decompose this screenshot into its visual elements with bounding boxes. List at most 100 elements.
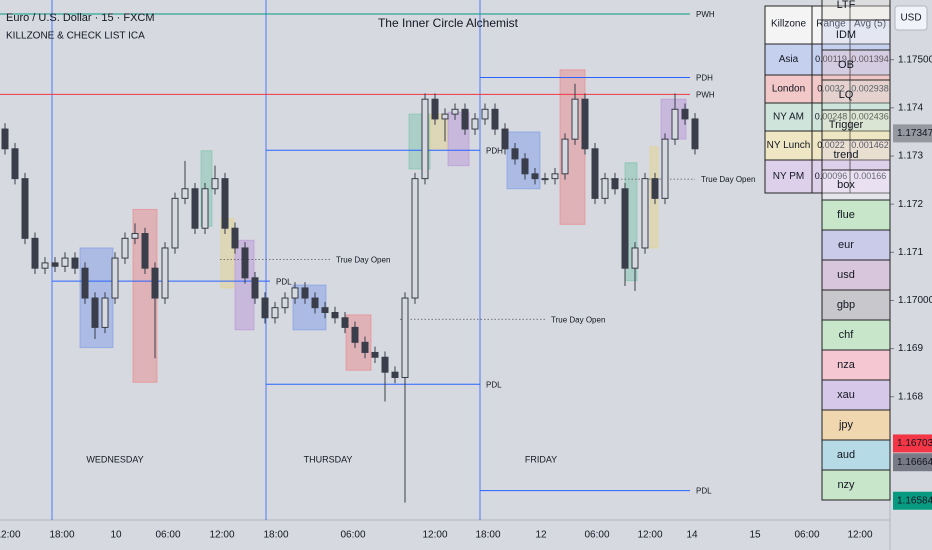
level-label: PDL	[276, 277, 292, 286]
checklist-label: nzy	[837, 479, 855, 491]
y-tick-label: 1.171	[898, 247, 923, 258]
x-tick-label: 12:00	[0, 530, 21, 541]
candle-body	[331, 311, 339, 319]
candle-body	[551, 173, 559, 180]
candle-body	[131, 233, 139, 239]
table-value: London	[772, 84, 805, 95]
table-cell	[811, 43, 851, 76]
level-label: True Day Open	[701, 175, 755, 184]
table-header: Killzone	[771, 19, 806, 30]
candle-body	[101, 297, 109, 328]
x-tick-label: 18:00	[49, 530, 74, 541]
candle-body	[241, 247, 249, 279]
checklist-label: nza	[837, 359, 856, 371]
candle-body	[71, 257, 79, 269]
checklist-cell	[821, 139, 891, 171]
y-tick-label: 1.17500	[898, 54, 932, 65]
candle-body	[341, 317, 349, 328]
candle-body	[231, 227, 239, 249]
checklist-cell	[821, 439, 891, 471]
candle-body	[591, 148, 599, 199]
checklist-label: chf	[839, 329, 855, 341]
checklist-label: gbp	[837, 299, 855, 311]
x-tick-label: 18:00	[475, 530, 500, 541]
candle-body	[471, 118, 479, 130]
y-tick-label: 1.17000	[898, 295, 932, 306]
day-label: WEDNESDAY	[86, 454, 143, 464]
candle-body	[391, 371, 399, 378]
candle-body	[661, 138, 669, 199]
candle-body	[91, 297, 99, 328]
candle-body	[171, 197, 179, 249]
x-tick-label: 12	[535, 530, 547, 541]
checklist-label: eur	[838, 239, 854, 251]
checklist-cell	[821, 259, 891, 291]
price-badge	[893, 124, 932, 143]
y-tick-label: 1.168	[898, 391, 923, 402]
level-label: PDH	[486, 146, 503, 155]
candle-body	[371, 351, 379, 358]
table-value: 0.002938	[851, 83, 889, 93]
y-tick-label: 1.172	[898, 199, 923, 210]
table-cell	[764, 43, 813, 76]
checklist-label: trend	[833, 149, 858, 161]
price-badge-label: 1.16584	[897, 495, 932, 506]
candle-body	[11, 148, 19, 180]
checklist-label: box	[837, 179, 855, 191]
checklist-cell	[821, 0, 891, 21]
checklist-cell	[821, 229, 891, 261]
level-label: PDL	[696, 487, 712, 496]
currency[interactable]: USD	[900, 13, 921, 24]
table-value: 0.0022	[817, 140, 845, 150]
candle-body	[261, 297, 269, 319]
candle-body	[201, 188, 209, 229]
checklist-label: LTF	[837, 0, 856, 11]
table-cell	[811, 102, 851, 132]
symbol-title: Euro / U.S. Dollar · 15 · FXCM	[6, 12, 155, 24]
table-value: Asia	[779, 54, 799, 65]
candle-body	[311, 297, 319, 309]
x-tick-label: 06:00	[584, 530, 609, 541]
candle-body	[501, 128, 509, 150]
checklist-cell	[821, 19, 891, 51]
x-tick-label: 06:00	[155, 530, 180, 541]
checklist-cell	[821, 79, 891, 111]
x-tick-label: 10	[110, 530, 122, 541]
currency-button[interactable]	[894, 5, 928, 31]
table-value: 0.002436	[851, 111, 889, 121]
table-value: 0.00166	[854, 171, 887, 181]
candle-body	[321, 307, 329, 313]
candle-body	[601, 178, 609, 199]
candle-body	[401, 297, 409, 378]
candle-body	[621, 188, 629, 269]
candle-body	[271, 307, 279, 319]
checklist-label: jpy	[838, 419, 854, 431]
day-label: FRIDAY	[525, 454, 557, 464]
candle-body	[211, 178, 219, 190]
candle-body	[421, 98, 429, 180]
x-tick-label: 12:00	[847, 530, 872, 541]
checklist-cell	[821, 109, 891, 141]
table-value: 0.00248	[815, 111, 848, 121]
candle-body	[291, 287, 299, 299]
price-badge-label: 1.17347	[897, 128, 932, 139]
candle-body	[21, 178, 29, 239]
candle-body	[361, 341, 369, 353]
checklist-label: OB	[838, 59, 854, 71]
checklist-cell	[821, 169, 891, 201]
x-tick-label: 12:00	[637, 530, 662, 541]
checklist-cell	[821, 379, 891, 411]
candle-body	[481, 108, 489, 120]
candle-body	[441, 113, 449, 120]
candle-body	[141, 233, 149, 269]
table-cell	[764, 130, 813, 161]
candle-body	[491, 108, 499, 130]
candle-body	[631, 247, 639, 269]
candle-body	[691, 118, 699, 150]
y-tick-label: 1.169	[898, 343, 923, 354]
candle-body	[51, 262, 59, 267]
x-tick-label: 12:00	[422, 530, 447, 541]
checklist-cell	[821, 289, 891, 321]
price-badge	[893, 434, 932, 453]
